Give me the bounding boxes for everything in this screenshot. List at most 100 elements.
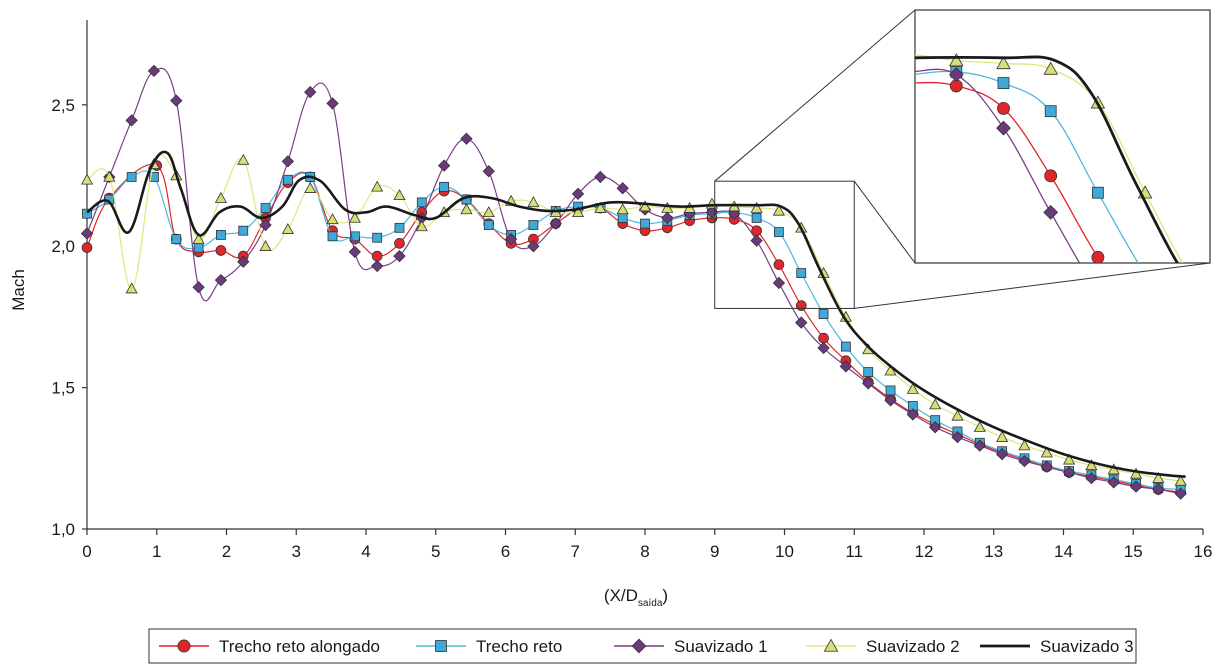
data-point-trecho-reto	[238, 225, 249, 236]
x-tick-label: 8	[640, 542, 649, 561]
data-point-suavizado-1	[527, 240, 540, 253]
x-tick-label: 1	[152, 542, 161, 561]
zoom-connector-line	[854, 262, 1211, 309]
x-axis-label-main: (X/D	[604, 586, 638, 605]
data-point-suavizado-2	[348, 211, 361, 223]
inset-data-point-suavizado-1	[1138, 335, 1152, 349]
inset-data-point-suavizado-2	[949, 53, 964, 67]
data-point-suavizado-1	[929, 421, 942, 434]
legend-label: Suavizado 1	[674, 637, 768, 656]
data-point-suavizado-2	[259, 239, 272, 251]
data-point-suavizado-2	[482, 206, 495, 218]
inset-data-point-trecho-reto	[997, 77, 1010, 89]
data-point-suavizado-1	[170, 94, 183, 107]
data-point-suavizado-1	[281, 155, 295, 168]
data-point-suavizado-2	[906, 382, 919, 394]
data-point-suavizado-1	[80, 227, 94, 240]
data-point-trecho-reto	[617, 213, 628, 223]
inset-data-point-suavizado-1	[948, 67, 964, 83]
data-point-suavizado-2	[1129, 467, 1143, 479]
legend-marker-suavizado-1	[631, 638, 647, 654]
data-point-suavizado-1	[661, 211, 674, 225]
data-point-trecho-reto-alongado	[773, 259, 785, 270]
data-point-suavizado-2	[772, 204, 785, 216]
data-point-trecho-reto	[416, 197, 427, 208]
inset-data-point-suavizado-2	[1043, 61, 1058, 75]
inset-series-suavizado-1	[915, 67, 1152, 349]
inset-series-trecho-reto-alongado	[915, 79, 1198, 373]
data-point-suavizado-1	[594, 170, 607, 184]
legend-label: Suavizado 3	[1040, 637, 1134, 656]
data-point-suavizado-1	[906, 408, 919, 421]
data-point-suavizado-1	[437, 159, 451, 172]
inset-data-point-trecho-reto	[1187, 333, 1198, 344]
data-point-trecho-reto	[149, 172, 159, 182]
data-point-suavizado-2	[1063, 453, 1076, 465]
data-point-suavizado-2	[192, 232, 205, 244]
data-point-trecho-reto	[394, 222, 405, 233]
inset-data-point-trecho-reto-alongado	[997, 101, 1010, 115]
x-tick-label: 16	[1194, 542, 1213, 561]
data-point-suavizado-2	[884, 364, 897, 376]
data-point-suavizado-1	[549, 217, 562, 230]
zoom-region-box	[714, 180, 855, 309]
inset-data-point-trecho-reto-alongado	[1186, 361, 1198, 373]
x-tick-label: 14	[1054, 542, 1073, 561]
data-point-suavizado-1	[393, 249, 406, 263]
data-point-trecho-reto	[528, 220, 539, 230]
x-tick-label: 5	[431, 542, 440, 561]
data-point-suavizado-2	[125, 282, 138, 294]
data-point-suavizado-2	[1174, 474, 1187, 486]
inset-data-point-suavizado-1	[1043, 205, 1059, 220]
data-point-suavizado-1	[482, 165, 495, 178]
data-point-suavizado-1	[237, 255, 250, 268]
x-tick-label: 9	[710, 542, 719, 561]
data-point-trecho-reto	[863, 367, 874, 377]
data-point-trecho-reto	[840, 341, 851, 352]
data-point-trecho-reto	[260, 203, 271, 213]
data-point-suavizado-2	[326, 213, 339, 225]
inset-series-line-trecho-reto	[915, 70, 1139, 263]
inset-series-suavizado-3	[915, 55, 1179, 263]
data-point-suavizado-2	[1018, 439, 1031, 451]
data-point-trecho-reto	[82, 208, 92, 219]
legend-marker-suavizado-2	[823, 638, 839, 652]
data-point-suavizado-2	[415, 220, 428, 232]
data-point-trecho-reto-alongado	[371, 250, 383, 262]
data-point-suavizado-1	[460, 132, 473, 145]
data-point-suavizado-1	[304, 85, 317, 99]
data-point-trecho-reto	[216, 230, 226, 240]
x-tick-label: 3	[292, 542, 301, 561]
data-point-suavizado-1	[1018, 454, 1031, 468]
data-point-suavizado-2	[393, 189, 406, 201]
data-point-suavizado-1	[839, 360, 853, 373]
inset-data-point-trecho-reto-alongado	[1044, 169, 1058, 183]
data-point-trecho-reto	[640, 218, 650, 229]
data-point-suavizado-2	[460, 203, 473, 215]
data-point-suavizado-1	[1174, 487, 1187, 500]
data-point-suavizado-2	[594, 201, 607, 213]
data-point-suavizado-1	[1152, 483, 1165, 496]
data-point-trecho-reto	[171, 234, 182, 245]
data-point-suavizado-2	[80, 173, 94, 185]
data-point-trecho-reto	[349, 231, 360, 242]
data-point-suavizado-2	[661, 201, 674, 213]
legend-entry-suavizado-1: Suavizado 1	[614, 637, 768, 656]
zoom-connector-line	[853, 180, 916, 264]
data-point-suavizado-1	[371, 259, 384, 273]
data-point-suavizado-1	[1040, 460, 1053, 473]
data-point-suavizado-2	[281, 223, 294, 234]
series-line-suavizado-3	[86, 150, 1186, 478]
x-axis-label: (X/Dsaída)	[604, 586, 668, 609]
data-point-trecho-reto	[327, 231, 338, 242]
data-point-trecho-reto	[885, 385, 896, 396]
series-layer	[80, 64, 1187, 500]
data-point-suavizado-1	[125, 114, 138, 127]
inset-data-point-trecho-reto-alongado	[1139, 316, 1151, 328]
axes: 1,01,52,02,50 1 2 3 4 5 6 7 8 9 10 11 12 13 14 15 16	[51, 20, 1212, 561]
y-axis-label: Mach	[9, 269, 28, 311]
data-point-suavizado-1	[214, 274, 228, 287]
data-point-suavizado-2	[237, 153, 250, 165]
x-tick-label: 13	[984, 542, 1003, 561]
